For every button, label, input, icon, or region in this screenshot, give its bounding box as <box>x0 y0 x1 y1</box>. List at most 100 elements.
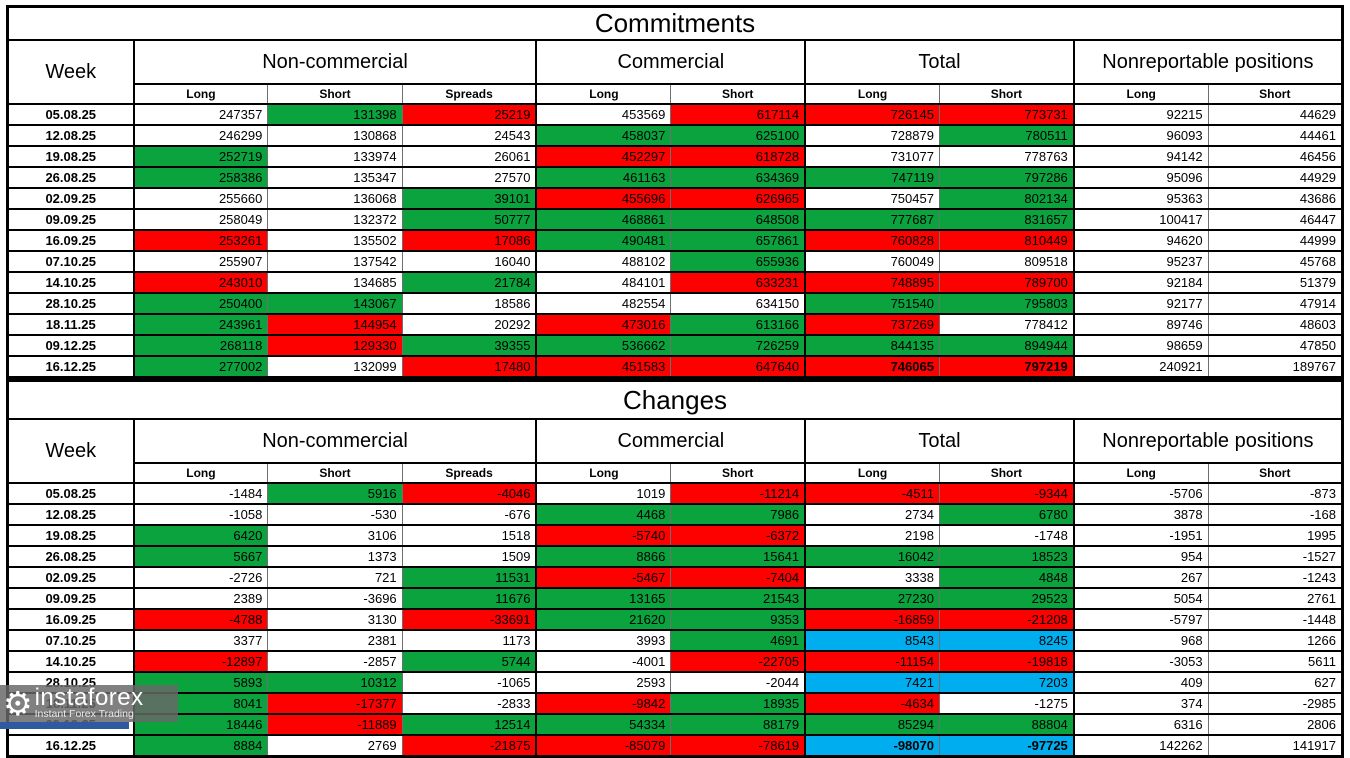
value-cell: -11214 <box>670 482 807 505</box>
value-cell: -1527 <box>1207 545 1344 568</box>
value-cell: 2381 <box>267 629 403 652</box>
value-cell: -21875 <box>401 734 538 758</box>
value-cell: -1448 <box>1207 608 1344 631</box>
value-cell: 132372 <box>267 208 403 231</box>
value-cell: 134685 <box>267 271 403 294</box>
value-cell: 634150 <box>670 292 807 315</box>
week-cell: 26.08.25 <box>6 545 135 568</box>
value-cell: 96093 <box>1073 124 1209 147</box>
week-cell: 05.08.25 <box>6 103 135 126</box>
cot-report-sheet: Commitments Week Non-commercial Commerci… <box>6 5 1344 758</box>
value-cell: 1995 <box>1207 524 1344 547</box>
value-cell: -1275 <box>938 692 1075 715</box>
week-column-header: Week <box>6 418 135 484</box>
table-row: 12.08.25 246299 130868 24543 458037 625100 728… <box>6 124 1344 147</box>
table-row: 28.10.25 5893 10312 -1065 2593 -2044 7421 7203 4… <box>6 671 1344 694</box>
week-cell: 05.08.25 <box>6 482 135 505</box>
value-cell: 2734 <box>804 503 940 526</box>
value-cell: -530 <box>267 503 403 526</box>
value-cell: 7986 <box>670 503 807 526</box>
value-cell: 1518 <box>401 524 538 547</box>
value-cell: -9344 <box>938 482 1075 505</box>
column-header-spreads: Spreads <box>401 462 538 484</box>
value-cell: -17377 <box>267 692 403 715</box>
value-cell: 461163 <box>535 166 672 189</box>
table-row: 26.08.25 5667 1373 1509 8866 15641 16042 18523 9… <box>6 545 1344 568</box>
value-cell: 95237 <box>1073 250 1209 273</box>
value-cell: 4468 <box>535 503 672 526</box>
value-cell: 45768 <box>1207 250 1344 273</box>
value-cell: 747119 <box>804 166 940 189</box>
value-cell: 797219 <box>938 355 1075 379</box>
week-cell: 28.10.25 <box>6 671 135 694</box>
table-row: 19.08.25 6420 3106 1518 -5740 -6372 2198 -1748-… <box>6 524 1344 547</box>
value-cell: 1266 <box>1207 629 1344 652</box>
value-cell: -2044 <box>670 671 807 694</box>
value-cell: 751540 <box>804 292 940 315</box>
value-cell: 374 <box>1073 692 1209 715</box>
value-cell: 129330 <box>267 334 403 357</box>
column-header-short: Short <box>1207 462 1344 484</box>
table-row: 12.08.25 -1058 -530 -676 4468 7986 2734 6780 387… <box>6 503 1344 526</box>
week-cell: 16.12.25 <box>6 734 135 758</box>
value-cell: 7203 <box>938 671 1075 694</box>
value-cell: 648508 <box>670 208 807 231</box>
table-row: 16.12.25 8884 2769 -21875 -85079 -78619 -98070… <box>6 734 1344 758</box>
column-header-short: Short <box>670 83 807 105</box>
value-cell: 47914 <box>1207 292 1344 315</box>
table-row: 07.10.25 255907 137542 16040 488102 655936 760… <box>6 250 1344 273</box>
value-cell: 2761 <box>1207 587 1344 610</box>
table-row: 09.09.25 258049 132372 50777 468861 648508 777… <box>6 208 1344 231</box>
table-row: 09.12.25 268118 129330 39355 536662 726259 844… <box>6 334 1344 357</box>
value-cell: 44629 <box>1207 103 1344 126</box>
commitments-table: Commitments Week Non-commercial Commerci… <box>6 5 1344 379</box>
table-row: 09.09.25 2389 -3696 11676 13165 21543 27230 295… <box>6 587 1344 610</box>
table-row: 16.09.25 253261 135502 17086 490481 657861 760… <box>6 229 1344 252</box>
value-cell: 268118 <box>132 334 269 357</box>
table-row: 09.12.25 18446 -11889 12514 54334 88179 85294 8… <box>6 713 1344 736</box>
value-cell: -78619 <box>670 734 807 758</box>
value-cell: 409 <box>1073 671 1209 694</box>
week-cell: 14.10.25 <box>6 650 135 673</box>
value-cell: 5744 <box>401 650 538 673</box>
value-cell: 92177 <box>1073 292 1209 315</box>
value-cell: -22705 <box>670 650 807 673</box>
value-cell: 2806 <box>1207 713 1344 736</box>
value-cell: 85294 <box>804 713 940 736</box>
column-header-short: Short <box>267 462 403 484</box>
value-cell: 8866 <box>535 545 672 568</box>
column-header-short: Short <box>938 83 1075 105</box>
value-cell: 9353 <box>670 608 807 631</box>
value-cell: -3053 <box>1073 650 1209 673</box>
table-row: 05.08.25 247357 131398 25219 453569 617114 726… <box>6 103 1344 126</box>
value-cell: 12514 <box>401 713 538 736</box>
value-cell: 11676 <box>401 587 538 610</box>
table-row: 18.11.25 8041 -17377 -2833 -9842 18935 -4634 -1… <box>6 692 1344 715</box>
value-cell: 490481 <box>535 229 672 252</box>
value-cell: 27570 <box>401 166 538 189</box>
value-cell: 3130 <box>267 608 403 631</box>
value-cell: -168 <box>1207 503 1344 526</box>
value-cell: 3106 <box>267 524 403 547</box>
value-cell: 6420 <box>132 524 269 547</box>
value-cell: 258049 <box>132 208 269 231</box>
group-header-row: Week Non-commercial Commercial Total Non… <box>6 39 1343 105</box>
value-cell: 451583 <box>535 355 672 379</box>
value-cell: 26061 <box>401 145 538 168</box>
value-cell: 16040 <box>401 250 538 273</box>
table-row: 02.09.25 -2726 721 11531 -5467 -7404 3338 4848 2… <box>6 566 1344 589</box>
value-cell: 655936 <box>670 250 807 273</box>
value-cell: 7421 <box>804 671 940 694</box>
week-cell: 19.08.25 <box>6 524 135 547</box>
value-cell: -16859 <box>804 608 940 631</box>
value-cell: 3338 <box>804 566 940 589</box>
value-cell: 95363 <box>1073 187 1209 210</box>
week-cell: 16.09.25 <box>6 608 135 631</box>
value-cell: 810449 <box>938 229 1075 252</box>
value-cell: -1243 <box>1207 566 1344 589</box>
value-cell: 15641 <box>670 545 807 568</box>
value-cell: 728879 <box>804 124 940 147</box>
value-cell: 458037 <box>535 124 672 147</box>
value-cell: 137542 <box>267 250 403 273</box>
value-cell: 453569 <box>535 103 672 126</box>
